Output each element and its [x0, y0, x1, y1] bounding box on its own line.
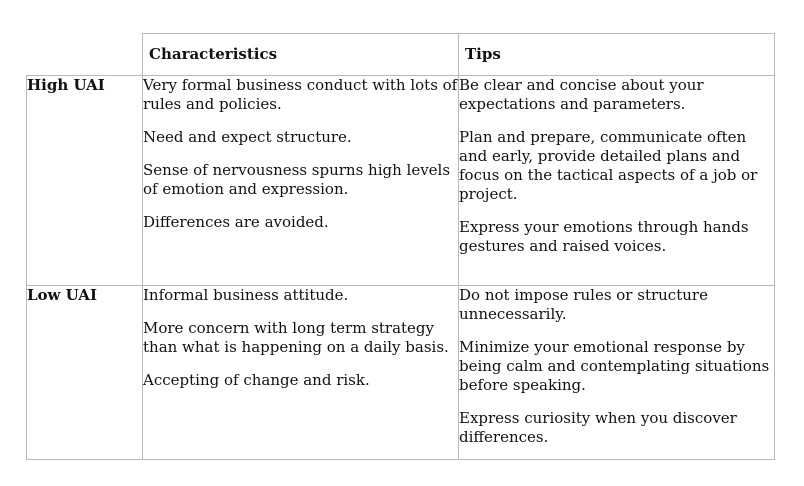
high-uai-characteristics-cell: Very formal business conduct with lots o… [142, 75, 459, 286]
low-uai-tip: Do not impose rules or structure unneces… [459, 286, 708, 323]
row-label-high-uai: High UAI [26, 75, 143, 286]
low-uai-tip: Minimize your emotional response by bein… [459, 338, 770, 394]
high-uai-characteristic: Need and expect structure. [143, 128, 352, 146]
low-uai-tip: Express curiosity when you discover diff… [459, 409, 737, 446]
high-uai-characteristic: Differences are avoided. [143, 213, 329, 231]
high-uai-tips-cell: Be clear and concise about your expectat… [458, 75, 775, 286]
characteristics-header: Characteristics [142, 33, 459, 76]
low-uai-characteristic: Informal business attitude. [143, 286, 349, 304]
low-uai-characteristic: More concern with long term strategy tha… [143, 319, 449, 356]
low-uai-characteristic: Accepting of change and risk. [143, 371, 370, 389]
high-uai-tip: Plan and prepare, communicate often and … [459, 128, 758, 203]
high-uai-characteristic: Very formal business conduct with lots o… [143, 76, 458, 113]
table-row: Low UAI Informal business attitude. More… [26, 285, 775, 460]
corner-cell [26, 33, 143, 76]
low-uai-characteristics-cell: Informal business attitude. More concern… [142, 285, 459, 460]
high-uai-tip: Be clear and concise about your expectat… [459, 76, 704, 113]
uai-comparison-table: Characteristics Tips High UAI Very forma… [26, 33, 775, 460]
high-uai-characteristic: Sense of nervousness spurns high levels … [143, 161, 451, 198]
header-row: Characteristics Tips [26, 33, 775, 76]
low-uai-tips-cell: Do not impose rules or structure unneces… [458, 285, 775, 460]
tips-header: Tips [458, 33, 775, 76]
table-row: High UAI Very formal business conduct wi… [26, 75, 775, 286]
high-uai-tip: Express your emotions through hands gest… [459, 218, 749, 255]
row-label-low-uai: Low UAI [26, 285, 143, 460]
